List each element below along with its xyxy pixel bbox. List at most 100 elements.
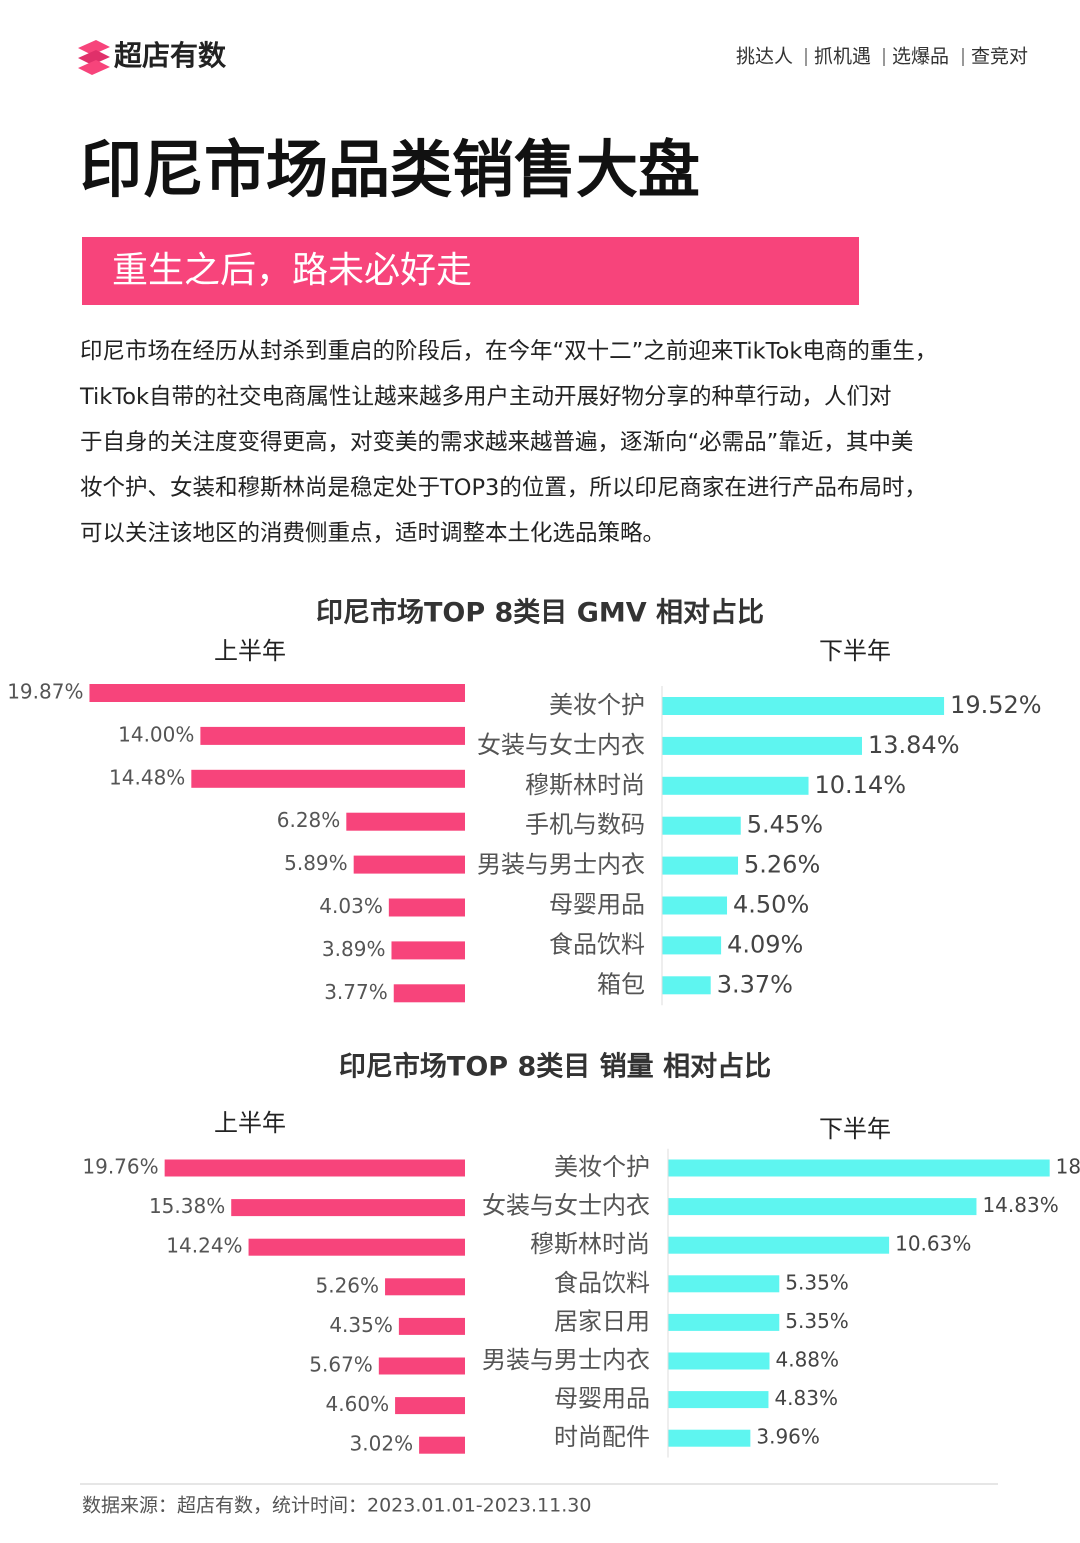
- category-label: 美妆个护: [554, 1153, 650, 1181]
- bar: [668, 1391, 768, 1408]
- value-label: 3.02%: [350, 1432, 414, 1456]
- value-label: 3.37%: [717, 970, 793, 998]
- value-label: 4.03%: [319, 894, 383, 918]
- value-label: 4.09%: [727, 930, 803, 958]
- value-label: 3.77%: [324, 980, 388, 1004]
- value-label: 5.89%: [284, 851, 348, 875]
- value-label: 4.83%: [774, 1386, 838, 1410]
- value-label: 14.48%: [109, 765, 185, 789]
- charts: 印尼市场TOP 8类目 GMV 相对占比上半年下半年19.87%14.00%14…: [7, 597, 1080, 1458]
- value-label: 4.88%: [776, 1348, 840, 1372]
- category-label: 手机与数码: [525, 811, 645, 839]
- subtitle: 重生之后，路未必好走: [112, 250, 472, 291]
- value-label: 14.00%: [118, 722, 194, 746]
- footer: 数据来源：超店有数，统计时间：2023.01.01-2023.11.30: [82, 1495, 591, 1517]
- category-label: 箱包: [597, 970, 645, 998]
- value-label: 10.63%: [895, 1232, 971, 1256]
- category-label: 男装与男士内衣: [482, 1346, 650, 1374]
- bar: [200, 727, 465, 745]
- category-label: 食品饮料: [549, 930, 645, 958]
- category-label: 穆斯林时尚: [530, 1230, 650, 1258]
- paragraph-line: 可以关注该地区的消费侧重点，适时调整本土化选品策略。: [80, 521, 665, 547]
- value-label: 5.45%: [747, 811, 823, 839]
- bar: [395, 1397, 465, 1414]
- category-label: 男装与男士内衣: [477, 851, 645, 879]
- nav: 挑达人抓机遇选爆品查竞对: [736, 46, 1028, 68]
- bar: [668, 1198, 976, 1215]
- paragraph-line: 印尼市场在经历从封杀到重启的阶段后，在今年“双十二”之前迎来TikTok电商的重…: [80, 339, 937, 365]
- value-label: 5.26%: [744, 851, 820, 879]
- bar: [668, 1430, 750, 1447]
- bar: [399, 1318, 465, 1335]
- series-name: 下半年: [819, 1115, 891, 1143]
- value-label: 10.14%: [815, 771, 907, 799]
- bar: [346, 813, 465, 831]
- category-label: 女装与女士内衣: [482, 1192, 650, 1220]
- bar: [379, 1358, 465, 1375]
- value-label: 13.84%: [868, 731, 960, 759]
- category-label: 居家日用: [554, 1307, 650, 1335]
- value-label: 19.87%: [7, 680, 83, 704]
- bar: [89, 684, 465, 702]
- category-label: 母婴用品: [549, 891, 645, 919]
- value-label: 4.50%: [733, 891, 809, 919]
- paragraph-line: 妆个护、女装和穆斯林尚是稳定处于TOP3的位置，所以印尼商家在进行产品布局时，: [80, 475, 927, 501]
- value-label: 6.28%: [277, 808, 341, 832]
- bar: [394, 984, 465, 1002]
- value-label: 5.26%: [316, 1273, 380, 1297]
- value-label: 19.76%: [82, 1155, 158, 1179]
- value-label: 4.35%: [329, 1313, 393, 1337]
- value-label: 14.83%: [982, 1193, 1058, 1217]
- category-label: 母婴用品: [554, 1385, 650, 1413]
- value-label: 14.24%: [166, 1234, 242, 1258]
- category-label: 时尚配件: [554, 1423, 650, 1451]
- category-label: 穆斯林时尚: [525, 771, 645, 799]
- series-name: 上半年: [214, 1109, 286, 1137]
- page-title: 印尼市场品类销售大盘: [80, 133, 700, 206]
- bar: [191, 770, 465, 788]
- paragraph: 印尼市场在经历从封杀到重启的阶段后，在今年“双十二”之前迎来TikTok电商的重…: [79, 339, 937, 547]
- bar: [668, 1275, 779, 1292]
- chart-title: 印尼市场TOP 8类目 GMV 相对占比: [316, 597, 764, 629]
- value-label: 18.35%: [1056, 1155, 1080, 1179]
- bar: [249, 1239, 465, 1256]
- bar: [231, 1199, 465, 1216]
- bar: [662, 817, 741, 835]
- value-label: 5.35%: [785, 1309, 849, 1333]
- bar: [419, 1437, 465, 1454]
- category-label: 美妆个护: [549, 691, 645, 719]
- bar: [662, 697, 944, 715]
- bar: [662, 897, 727, 915]
- value-label: 3.96%: [756, 1425, 820, 1449]
- bar: [668, 1353, 770, 1370]
- value-label: 5.67%: [309, 1353, 373, 1377]
- category-label: 女装与女士内衣: [477, 731, 645, 759]
- paragraph-line: 于自身的关注度变得更高，对变美的需求越来越普遍，逐渐向“必需品”靠近，其中美: [80, 430, 913, 456]
- bar: [165, 1160, 465, 1177]
- bar: [662, 777, 809, 795]
- bar: [391, 941, 465, 959]
- value-label: 5.35%: [785, 1270, 849, 1294]
- bar: [354, 856, 465, 874]
- logo: [78, 40, 110, 75]
- nav-item: 查竞对: [971, 46, 1028, 68]
- bar: [668, 1160, 1050, 1177]
- bar: [662, 976, 711, 994]
- bar: [662, 737, 862, 755]
- nav-item: 抓机遇: [814, 46, 871, 68]
- value-label: 19.52%: [950, 691, 1042, 719]
- bar: [662, 857, 738, 875]
- paragraph-line: TikTok自带的社交电商属性让越来越多用户主动开展好物分享的种草行动，人们对: [79, 384, 892, 410]
- bar: [668, 1314, 779, 1331]
- value-label: 15.38%: [149, 1194, 225, 1218]
- category-label: 食品饮料: [554, 1269, 650, 1297]
- bar: [662, 936, 721, 954]
- nav-item: 挑达人: [736, 46, 793, 68]
- nav-item: 选爆品: [892, 46, 949, 68]
- chart-title: 印尼市场TOP 8类目 销量 相对占比: [339, 1051, 771, 1083]
- series-name: 下半年: [819, 637, 891, 665]
- series-name: 上半年: [214, 637, 286, 665]
- value-label: 4.60%: [326, 1392, 390, 1416]
